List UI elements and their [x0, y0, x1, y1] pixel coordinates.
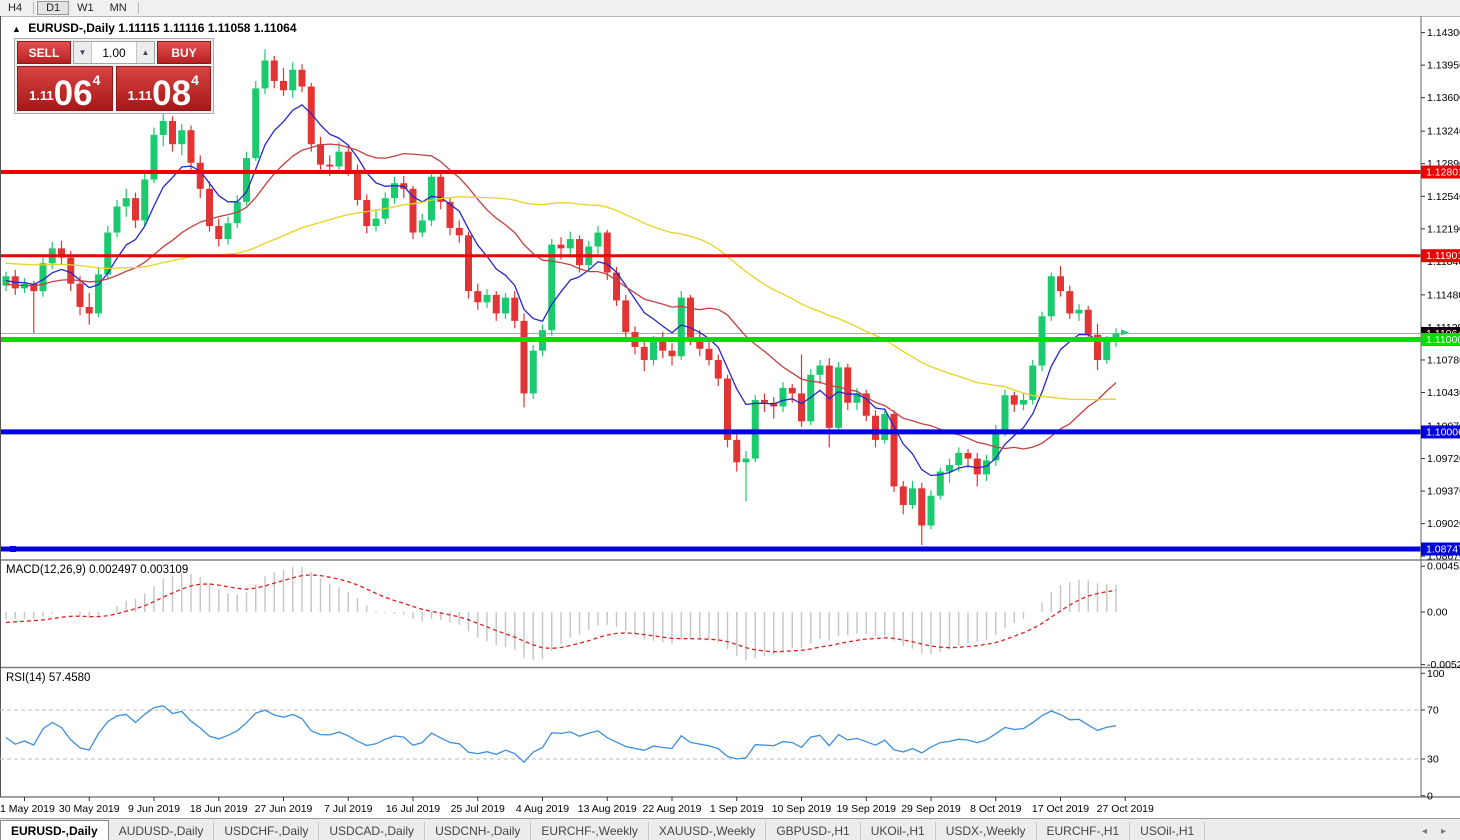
buy-button[interactable]: BUY — [157, 41, 211, 64]
sell-price-pip: 4 — [92, 72, 101, 88]
chart-symbol-label: EURUSD-,Daily — [28, 21, 115, 35]
sell-button[interactable]: SELL — [17, 41, 71, 64]
tab-eurchf-weekly[interactable]: EURCHF-,Weekly — [531, 822, 649, 840]
tab-eurusd-daily[interactable]: EURUSD-,Daily — [0, 820, 109, 840]
tab-scroll-right-icon[interactable]: ▸ — [1440, 826, 1446, 837]
svg-text:0.00: 0.00 — [1427, 607, 1448, 619]
svg-text:16 Jul 2019: 16 Jul 2019 — [386, 803, 440, 815]
svg-text:1.09370: 1.09370 — [1427, 486, 1460, 498]
svg-text:1.14300: 1.14300 — [1427, 27, 1460, 39]
macd-indicator-label: MACD(12,26,9) 0.002497 0.003109 — [6, 564, 189, 576]
svg-text:1.13600: 1.13600 — [1427, 92, 1460, 104]
toolbar-separator — [137, 2, 139, 14]
svg-text:25 Jul 2019: 25 Jul 2019 — [451, 803, 505, 815]
volume-input[interactable]: 1.00 — [102, 45, 126, 60]
svg-text:1.11480: 1.11480 — [1427, 289, 1460, 301]
svg-text:1.08747: 1.08747 — [1426, 544, 1460, 556]
svg-text:27 Oct 2019: 27 Oct 2019 — [1097, 803, 1154, 815]
timeframe-button-h4[interactable]: H4 — [8, 2, 23, 14]
svg-text:19 Sep 2019: 19 Sep 2019 — [836, 803, 896, 815]
tab-xauusd-weekly[interactable]: XAUUSD-,Weekly — [649, 822, 767, 840]
timeframe-toolbar: H4 D1 W1 MN — [0, 0, 1460, 17]
price-marker — [1121, 329, 1129, 336]
svg-text:1.11000: 1.11000 — [1426, 334, 1460, 346]
svg-text:1 Sep 2019: 1 Sep 2019 — [710, 803, 764, 815]
svg-text:0.004536: 0.004536 — [1427, 561, 1460, 573]
svg-text:1.13240: 1.13240 — [1427, 126, 1460, 138]
timeframe-button-d1[interactable]: D1 — [37, 1, 70, 15]
sell-price-panel[interactable]: 1.11 06 4 — [17, 66, 113, 111]
volume-increase-icon[interactable]: ▲ — [136, 42, 154, 63]
svg-text:9 Jun 2019: 9 Jun 2019 — [128, 803, 180, 815]
buy-price-pip: 4 — [191, 72, 199, 88]
svg-text:8 Oct 2019: 8 Oct 2019 — [970, 803, 1022, 815]
svg-text:70: 70 — [1427, 705, 1439, 717]
volume-stepper: ▼ 1.00 ▲ — [73, 41, 155, 64]
svg-text:7 Jul 2019: 7 Jul 2019 — [324, 803, 373, 815]
tab-gbpusd-h1[interactable]: GBPUSD-,H1 — [766, 822, 861, 840]
chart-title: ▲ EURUSD-,Daily 1.11115 1.11116 1.11058 … — [12, 21, 297, 35]
svg-text:1.10780: 1.10780 — [1427, 354, 1460, 366]
rsi-indicator-label: RSI(14) 57.4580 — [6, 672, 91, 684]
svg-text:1.12190: 1.12190 — [1427, 223, 1460, 235]
collapse-chart-icon[interactable]: ▲ — [12, 24, 21, 34]
svg-text:-0.005205: -0.005205 — [1427, 659, 1460, 671]
svg-text:10 Sep 2019: 10 Sep 2019 — [772, 803, 832, 815]
tab-usdcad-daily[interactable]: USDCAD-,Daily — [319, 822, 426, 840]
svg-text:100: 100 — [1427, 668, 1445, 680]
svg-text:17 Oct 2019: 17 Oct 2019 — [1032, 803, 1089, 815]
svg-text:0: 0 — [1427, 790, 1433, 802]
chart-ohlc-values: 1.11115 1.11116 1.11058 1.11064 — [118, 21, 297, 35]
svg-text:1.12540: 1.12540 — [1427, 191, 1460, 203]
one-click-trading-panel: SELL ▼ 1.00 ▲ BUY 1.11 06 4 1.11 08 4 — [14, 38, 214, 114]
tab-ukoil-h1[interactable]: UKOil-,H1 — [861, 822, 936, 840]
svg-text:27 Jun 2019: 27 Jun 2019 — [255, 803, 313, 815]
svg-text:1.10006: 1.10006 — [1426, 426, 1460, 438]
tab-usoil-h1[interactable]: USOil-,H1 — [1130, 822, 1206, 840]
tab-audusd-daily[interactable]: AUDUSD-,Daily — [109, 822, 215, 840]
svg-text:1.09020: 1.09020 — [1427, 518, 1460, 530]
svg-text:30 May 2019: 30 May 2019 — [59, 803, 120, 815]
timeframe-button-mn[interactable]: MN — [109, 2, 127, 14]
volume-decrease-icon[interactable]: ▼ — [74, 42, 92, 63]
tab-eurchf-h1[interactable]: EURCHF-,H1 — [1037, 822, 1131, 840]
svg-text:18 Jun 2019: 18 Jun 2019 — [190, 803, 248, 815]
sell-price-prefix: 1.11 — [29, 88, 54, 103]
buy-price-panel[interactable]: 1.11 08 4 — [115, 66, 211, 113]
svg-text:29 Sep 2019: 29 Sep 2019 — [901, 803, 961, 815]
tab-scroll-left-icon[interactable]: ◂ — [1421, 826, 1427, 837]
sell-price-big: 06 — [53, 73, 93, 113]
chart-tab-bar: EURUSD-,Daily AUDUSD-,Daily USDCHF-,Dail… — [0, 818, 1460, 840]
svg-text:1.13950: 1.13950 — [1427, 60, 1460, 72]
svg-text:30: 30 — [1427, 754, 1439, 766]
svg-text:22 Aug 2019: 22 Aug 2019 — [643, 803, 702, 815]
svg-text:13 Aug 2019: 13 Aug 2019 — [578, 803, 637, 815]
timeframe-button-w1[interactable]: W1 — [77, 2, 94, 14]
chart-canvas[interactable]: 1.143001.139501.136001.132401.128901.125… — [0, 16, 1460, 818]
buy-price-prefix: 1.11 — [127, 88, 153, 103]
svg-text:1.09720: 1.09720 — [1427, 453, 1460, 465]
buy-price-big: 08 — [152, 73, 192, 113]
tab-usdx-weekly[interactable]: USDX-,Weekly — [936, 822, 1037, 840]
svg-text:1.10430: 1.10430 — [1427, 387, 1460, 399]
tab-usdcnh-daily[interactable]: USDCNH-,Daily — [425, 822, 532, 840]
svg-text:4 Aug 2019: 4 Aug 2019 — [516, 803, 569, 815]
tab-usdchf-daily[interactable]: USDCHF-,Daily — [214, 822, 320, 840]
toolbar-separator — [33, 2, 35, 14]
svg-text:21 May 2019: 21 May 2019 — [0, 803, 55, 815]
svg-text:1.11901: 1.11901 — [1426, 250, 1460, 262]
